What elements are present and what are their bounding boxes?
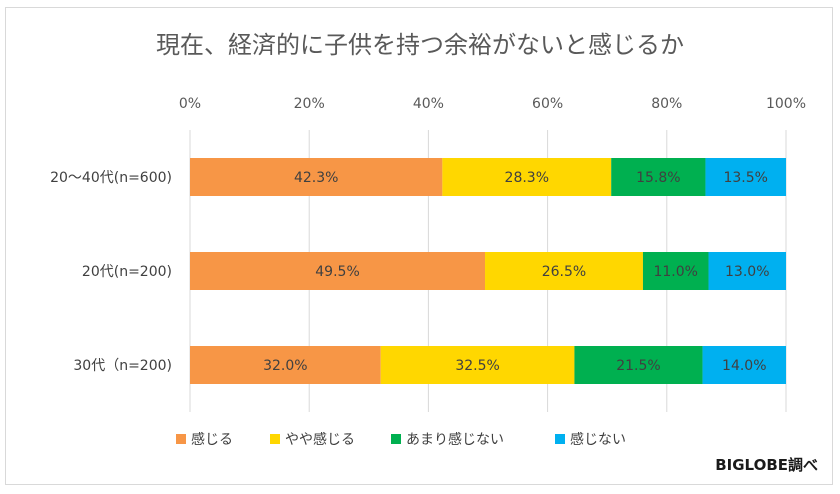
data-label: 32.0% [263, 358, 307, 374]
x-tick-label: 40% [413, 96, 444, 112]
legend-label: やや感じる [285, 431, 355, 448]
category-label: 20代(n=200) [82, 264, 172, 280]
bar-segment [190, 346, 381, 384]
source-note: BIGLOBE調べ [715, 456, 818, 474]
data-label: 21.5% [616, 358, 660, 374]
bar-segment [642, 252, 709, 290]
data-label: 32.5% [455, 358, 499, 374]
data-label: 28.3% [505, 170, 549, 186]
bar-segment [702, 346, 786, 384]
x-tick-label: 20% [294, 96, 325, 112]
category-labels: 20～40代(n=600) 20代(n=200) 30代（n=200) [50, 170, 172, 374]
data-label: 42.3% [294, 170, 338, 186]
x-tick-label: 0% [179, 96, 201, 112]
data-label: 11.0% [653, 264, 697, 280]
chart-title: 現在、経済的に子供を持つ余裕がないと感じるか [156, 31, 684, 59]
bar-segment [574, 346, 703, 384]
bar-segment [485, 252, 643, 290]
legend-label: 感じる [191, 431, 233, 448]
bars [190, 158, 786, 384]
x-tick-label: 60% [532, 96, 563, 112]
chart-frame [5, 7, 833, 485]
data-labels: 42.3% 28.3% 15.8% 13.5% 49.5% 26.5% 11.0% 13.0%… [263, 170, 769, 374]
legend-label: あまり感じない [406, 431, 504, 448]
data-label: 13.5% [723, 170, 767, 186]
legend-swatch [270, 434, 280, 444]
category-label: 30代（n=200) [73, 358, 172, 374]
legend-swatch [555, 434, 565, 444]
data-label: 15.8% [636, 170, 680, 186]
legend-swatch [391, 434, 401, 444]
bar-segment [442, 158, 612, 196]
legend-label: 感じない [570, 431, 626, 448]
legend-swatch [176, 434, 186, 444]
x-tick-label: 80% [651, 96, 682, 112]
data-label: 49.5% [315, 264, 359, 280]
data-label: 14.0% [722, 358, 766, 374]
bar-segment [190, 158, 443, 196]
bar-segment [190, 252, 486, 290]
x-tick-label: 100% [766, 96, 806, 112]
bar-segment [380, 346, 575, 384]
data-label: 13.0% [725, 264, 769, 280]
bar-segment [611, 158, 706, 196]
bar-segment [708, 252, 786, 290]
bar-segment [705, 158, 786, 196]
x-axis-ticks: 0% 20% 40% 60% 80% 100% [179, 96, 806, 112]
legend: 感じる やや感じる あまり感じない 感じない [176, 431, 626, 448]
category-label: 20～40代(n=600) [50, 170, 172, 186]
data-label: 26.5% [542, 264, 586, 280]
